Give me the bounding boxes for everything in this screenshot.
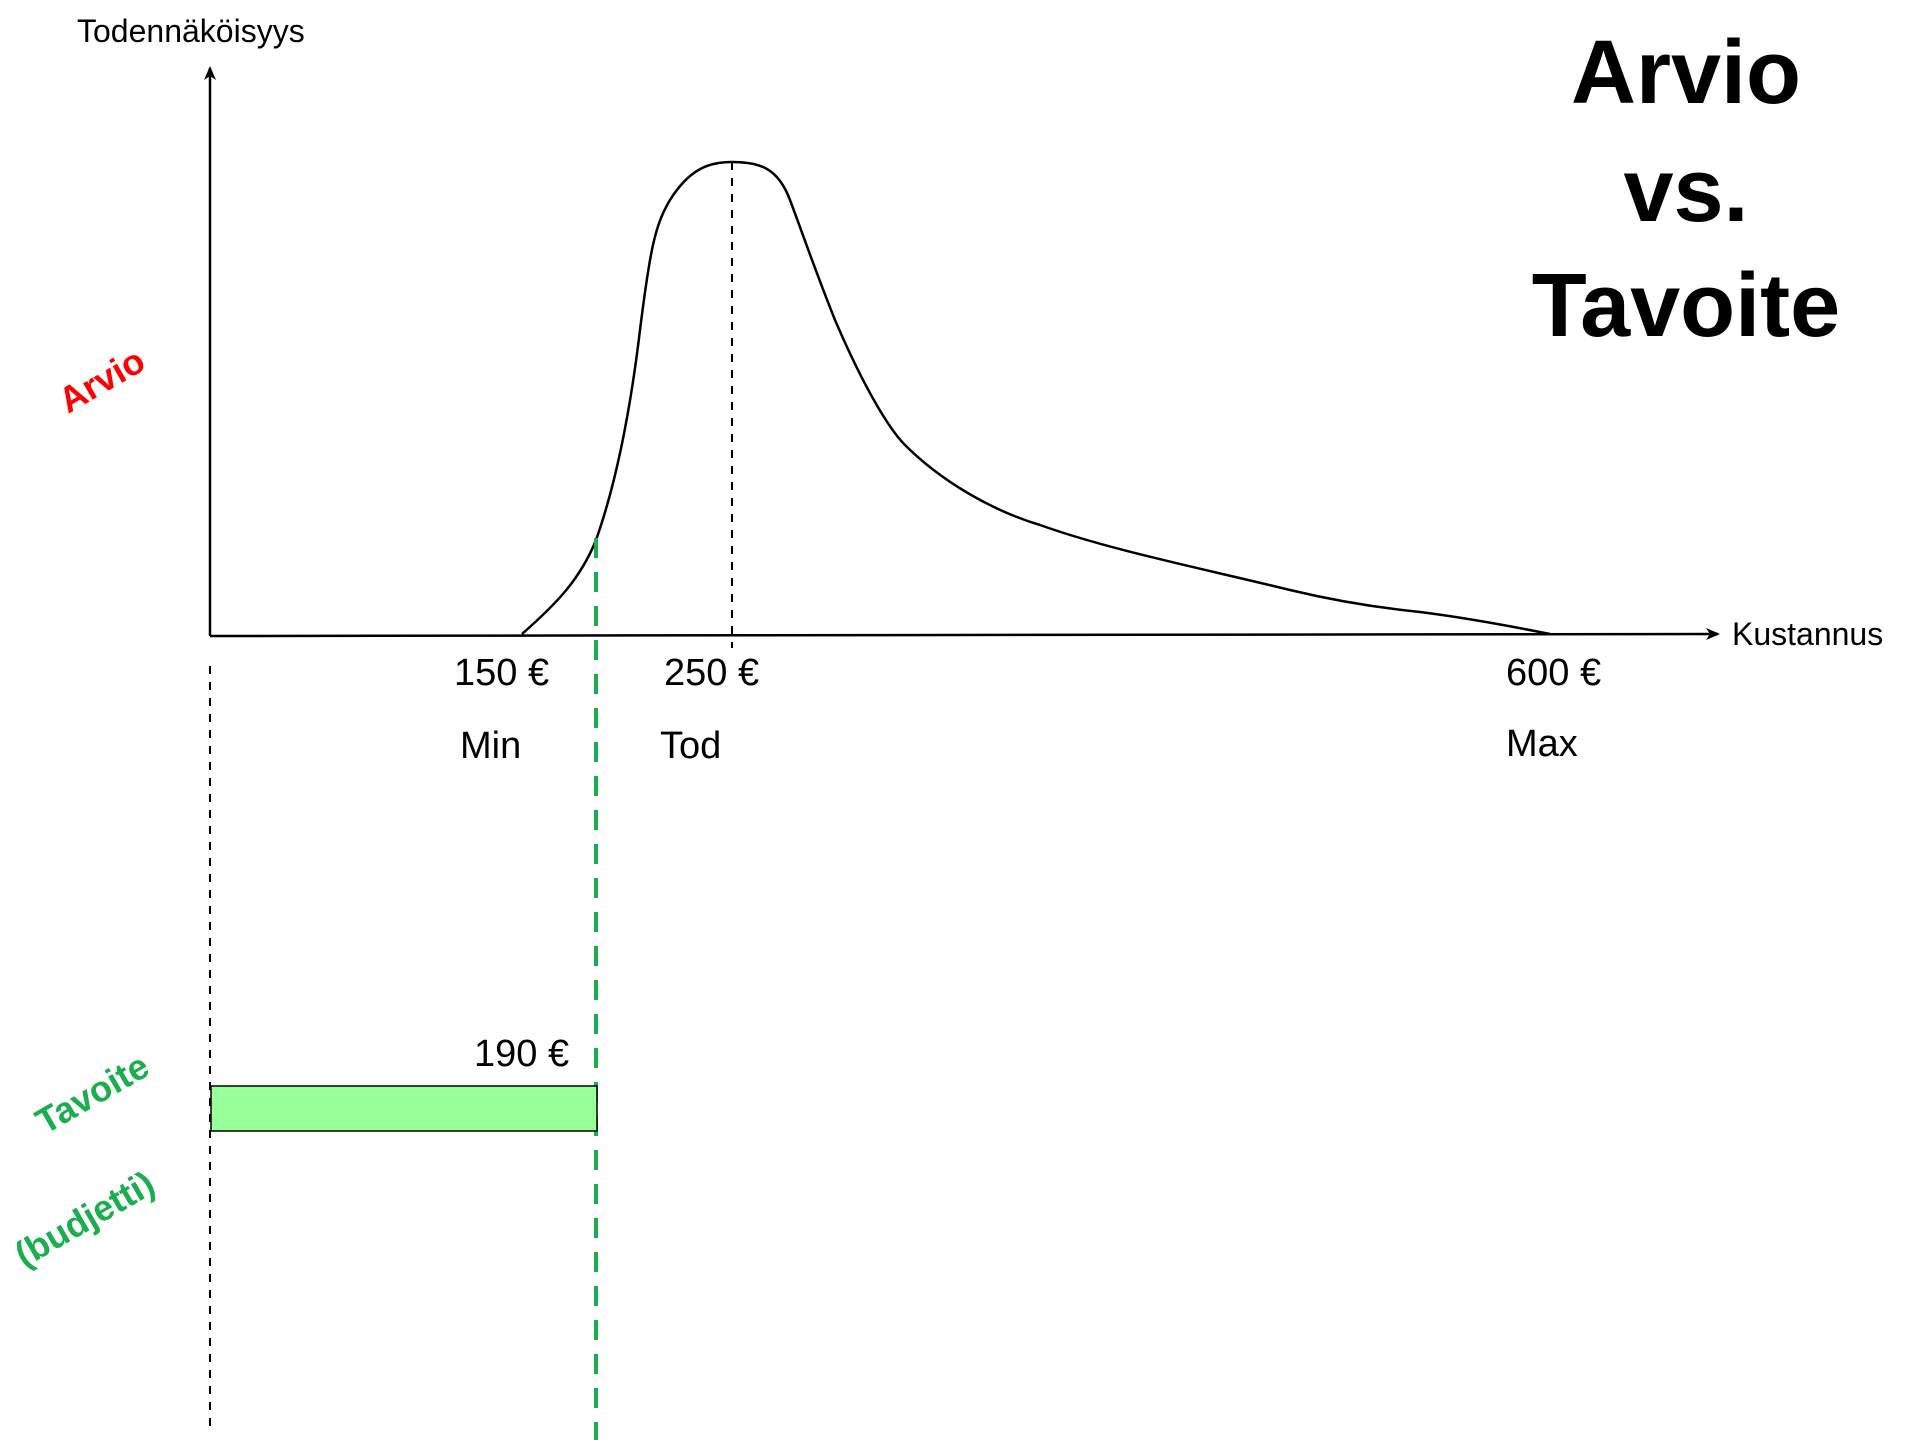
estimate-distribution-curve [521,160,1551,636]
likely-value-label: 250 € [664,652,759,694]
estimate-side-label: Arvio [52,339,152,421]
target-side-sublabel: (budjetti) [8,1162,162,1274]
target-budget-bar [210,1085,598,1132]
x-axis [209,628,1720,641]
title-line-3: Tavoite [1532,256,1840,356]
likely-label: Tod [660,725,721,767]
target-side-label: Tavoite [29,1045,156,1142]
max-label: Max [1506,723,1578,765]
max-value-label: 600 € [1506,652,1601,694]
target-value-label: 190 € [474,1033,569,1075]
title-line-1: Arvio [1571,23,1801,123]
x-axis-label: Kustannus [1732,616,1883,652]
min-label: Min [460,725,521,767]
y-axis-label: Todennäköisyys [77,13,305,49]
title-line-2: vs. [1623,141,1748,241]
min-value-label: 150 € [454,652,549,694]
